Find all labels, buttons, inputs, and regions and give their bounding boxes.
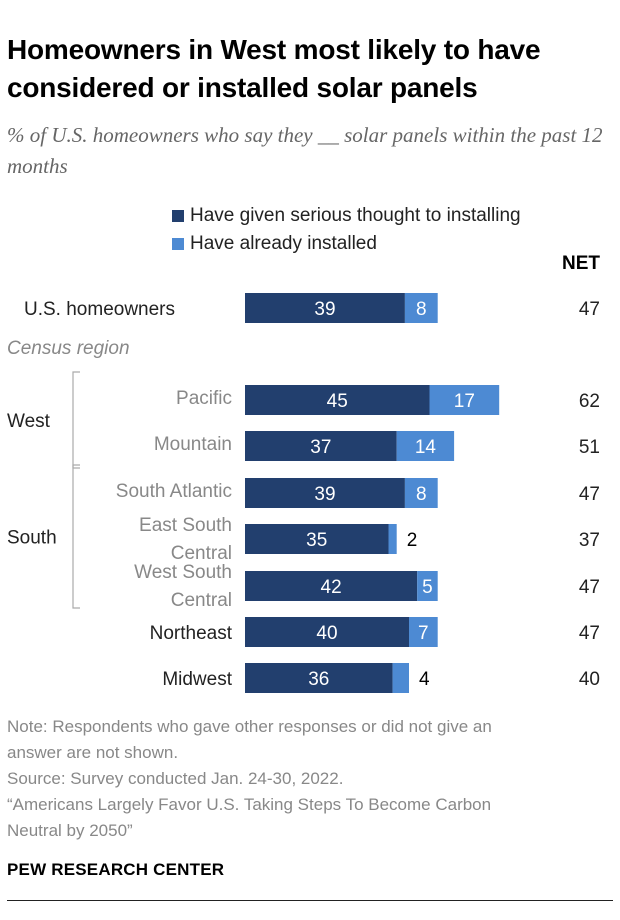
data-label-thought: 37 <box>310 437 331 458</box>
data-label-thought: 40 <box>316 623 337 644</box>
data-label-installed: 8 <box>416 484 427 505</box>
net-value: 47 <box>579 484 600 505</box>
bar-thought <box>245 478 405 508</box>
category-label: U.S. homeowners <box>24 299 175 320</box>
note-line: answer are not shown. <box>7 743 179 762</box>
section-label: Census region <box>7 338 130 359</box>
chart-subtitle: % of U.S. homeowners who say they __ sol… <box>7 123 603 178</box>
report-title-line: Neutral by 2050” <box>7 821 133 840</box>
net-value: 47 <box>579 623 600 644</box>
data-label-thought: 36 <box>308 669 329 690</box>
data-label-thought: 45 <box>327 391 348 412</box>
group-bracket <box>72 464 80 609</box>
net-value: 47 <box>579 299 600 320</box>
net-header: NET <box>562 253 600 274</box>
note-block: Note: Respondents who gave other respons… <box>7 714 613 844</box>
legend-swatch-thought <box>172 210 184 222</box>
bottom-rule <box>7 900 613 901</box>
category-label: Northeast <box>150 623 233 644</box>
data-label-thought: 39 <box>314 484 335 505</box>
net-value: 40 <box>579 669 600 690</box>
bar-installed <box>392 663 409 693</box>
group-bracket <box>72 371 80 469</box>
group-label: West <box>7 411 51 432</box>
bar-installed <box>404 293 438 323</box>
category-label: Mountain <box>154 434 232 455</box>
legend-swatch-installed <box>172 238 184 250</box>
data-label-thought: 35 <box>306 530 327 551</box>
bar-thought <box>245 617 409 647</box>
bar-installed <box>417 571 438 601</box>
bar-installed <box>429 385 500 415</box>
bar-thought <box>245 663 393 693</box>
category-label: South Atlantic <box>116 481 232 502</box>
bar-thought <box>245 385 430 415</box>
bar-thought <box>245 524 389 554</box>
source-line: Source: Survey conducted Jan. 24-30, 202… <box>7 769 344 788</box>
note-line: Note: Respondents who gave other respons… <box>7 717 492 736</box>
data-label-installed: 4 <box>419 669 430 690</box>
data-label-installed: 7 <box>418 623 429 644</box>
data-label-installed: 2 <box>407 530 418 551</box>
category-label: Pacific <box>176 388 232 409</box>
bar-thought <box>245 571 418 601</box>
group-label: South <box>7 528 57 549</box>
data-label-thought: 39 <box>314 299 335 320</box>
legend-label-installed: Have already installed <box>190 233 377 254</box>
brand-name: PEW RESEARCH CENTER <box>7 860 225 879</box>
data-label-thought: 42 <box>321 577 342 598</box>
legend-item-thought: Have given serious thought to installing <box>172 202 521 230</box>
net-value: 47 <box>579 577 600 598</box>
data-label-installed: 5 <box>422 577 433 598</box>
bar-thought <box>245 293 405 323</box>
legend: Have given serious thought to installing… <box>172 202 521 258</box>
bar-installed <box>404 478 438 508</box>
bar-thought <box>245 431 397 461</box>
legend-item-installed: Have already installed <box>172 230 521 258</box>
legend-label-thought: Have given serious thought to installing <box>190 205 521 226</box>
bar-installed <box>388 524 397 554</box>
net-value: 51 <box>579 437 600 458</box>
bar-installed <box>396 431 455 461</box>
category-label: West South <box>134 562 232 583</box>
category-label: Central <box>171 543 232 564</box>
data-label-installed: 8 <box>416 299 427 320</box>
category-label: Midwest <box>162 669 232 690</box>
category-label: East South <box>139 515 232 536</box>
net-value: 62 <box>579 391 600 412</box>
report-title-line: “Americans Largely Favor U.S. Taking Ste… <box>7 795 492 814</box>
data-label-installed: 17 <box>454 391 475 412</box>
chart-title: Homeowners in West most likely to have c… <box>7 34 541 103</box>
bar-installed <box>409 617 438 647</box>
data-label-installed: 14 <box>415 437 437 458</box>
net-value: 37 <box>579 530 600 551</box>
category-label: Central <box>171 590 232 611</box>
